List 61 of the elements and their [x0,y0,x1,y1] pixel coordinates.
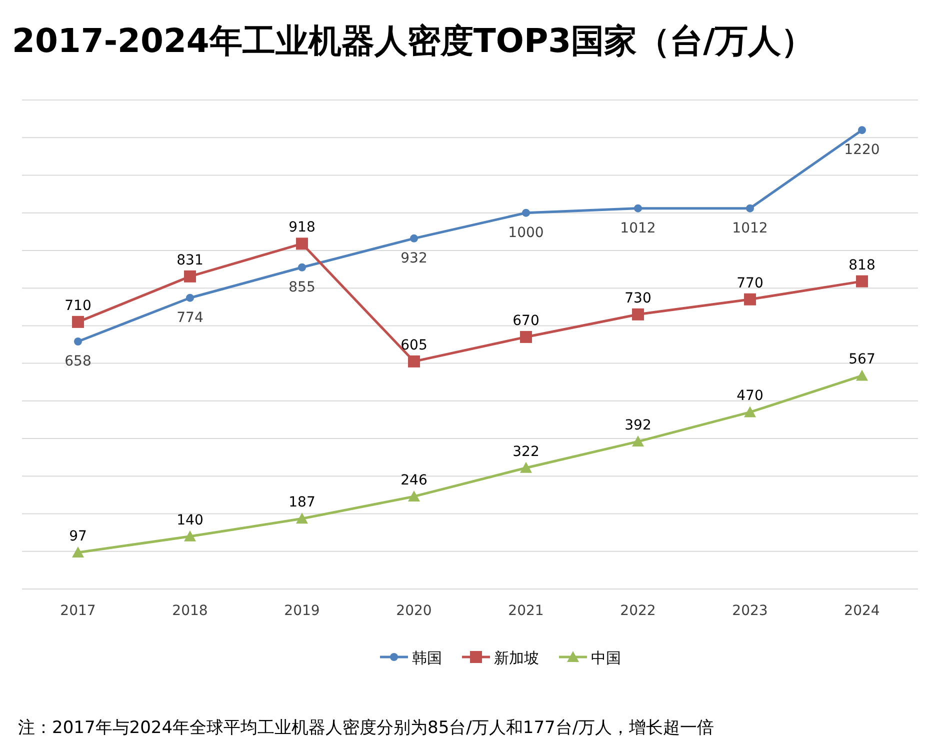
data-label: 670 [512,312,540,329]
data-label: 658 [64,353,92,370]
data-label: 855 [288,279,316,296]
data-label: 1012 [620,220,656,236]
point [632,436,644,447]
data-label: 470 [736,388,764,404]
data-label: 1000 [508,224,544,241]
data-label: 97 [69,528,87,545]
point [72,546,84,558]
data-label: 918 [288,220,316,236]
data-label: 392 [624,418,652,434]
legend-label: 中国 [591,649,621,667]
point [298,263,306,272]
data-label: 140 [176,512,204,528]
point [522,208,530,217]
point [744,293,756,306]
chart-title: 2017-2024年工业机器人密度TOP3国家（台/万人） [12,21,814,60]
data-label: 818 [848,257,876,274]
point [296,512,308,524]
data-label: 774 [176,310,204,326]
data-label: 770 [736,275,764,292]
x-tick-label: 2024 [844,603,880,619]
point [72,316,84,328]
x-tick-label: 2021 [508,603,544,619]
data-label: 1220 [844,142,880,158]
point [632,308,644,320]
point [856,275,868,288]
point [296,238,308,250]
data-label: 187 [288,494,316,511]
point [858,126,866,134]
data-label: 1012 [732,220,768,236]
data-label: 730 [624,290,652,306]
point [856,370,868,381]
point [520,462,532,473]
point [744,406,756,418]
legend-label: 新加坡 [494,649,539,667]
point [74,337,82,346]
x-tick-label: 2019 [284,603,320,619]
point [634,204,642,212]
point [408,490,420,502]
point [520,330,532,343]
data-label: 567 [848,352,876,368]
point [410,234,418,242]
point [184,530,196,542]
data-label: 246 [400,472,428,488]
point [186,294,194,302]
data-label: 932 [400,250,428,266]
data-label: 322 [512,444,540,460]
point [184,270,196,282]
data-label: 605 [400,337,428,354]
x-tick-label: 2023 [732,603,768,619]
data-label: 831 [176,252,204,268]
text: 注：2017年与2024年全球平均工业机器人密度分别为85台/万人和177台/万人，增长超一倍 [18,718,714,738]
x-tick-label: 2020 [396,603,432,619]
x-tick-label: 2022 [620,603,656,619]
data-label: 710 [64,298,92,314]
legend-label: 韩国 [412,649,442,667]
point [408,355,420,368]
point [746,204,754,212]
x-tick-label: 2018 [172,603,208,619]
x-tick-label: 2017 [60,603,96,619]
